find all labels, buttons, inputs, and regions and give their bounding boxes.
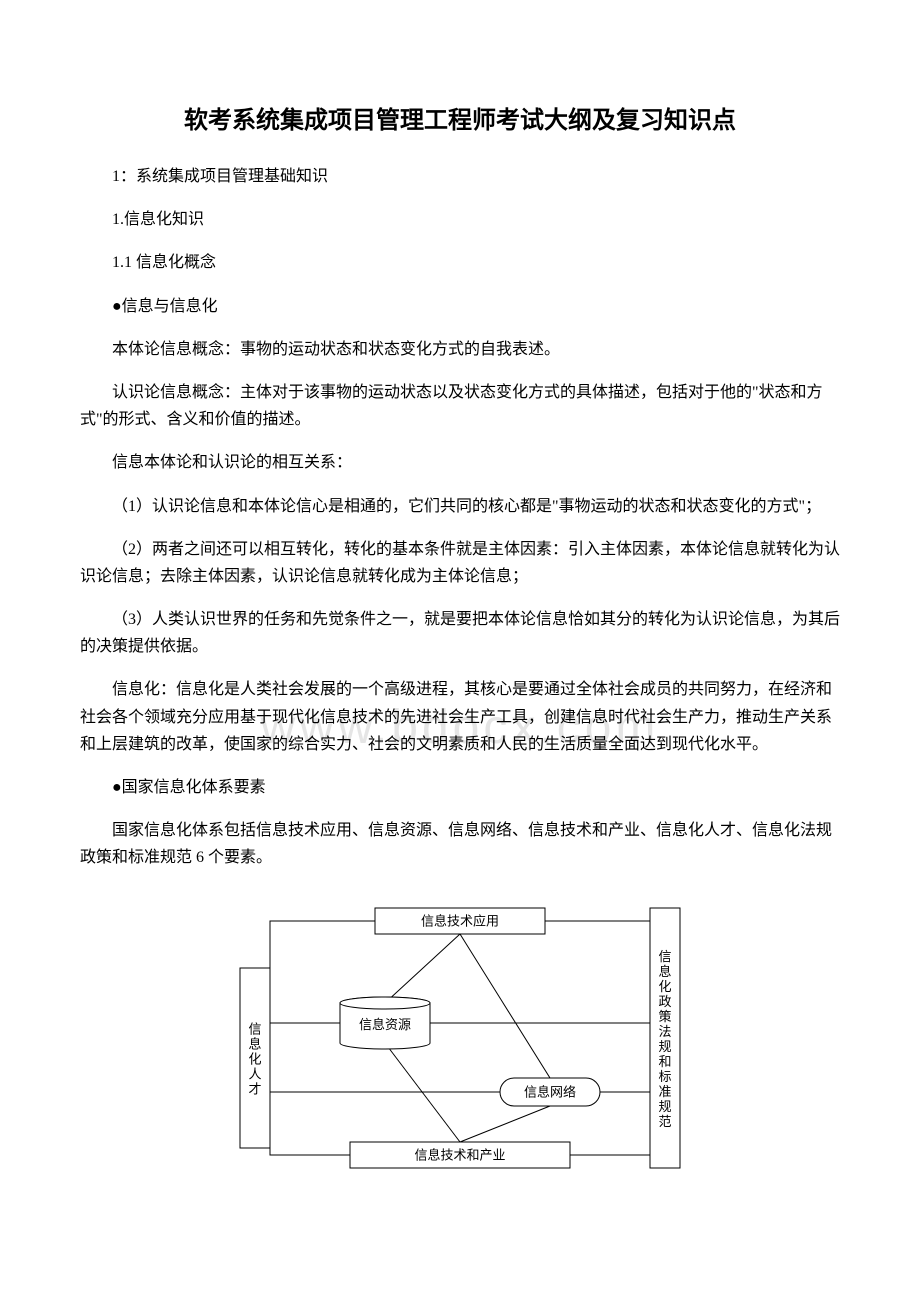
paragraph: 信息本体论和认识论的相互关系： (80, 449, 840, 476)
svg-text:范: 范 (658, 1114, 671, 1129)
paragraph: 信息化：信息化是人类社会发展的一个高级进程，其核心是要通过全体社会成员的共同努力… (80, 676, 840, 758)
svg-text:策: 策 (658, 1009, 671, 1024)
paragraph: 1.信息化知识 (80, 206, 840, 233)
paragraph: ●信息与信息化 (80, 293, 840, 320)
svg-text:规: 规 (658, 1039, 671, 1054)
paragraph: ●国家信息化体系要素 (80, 774, 840, 801)
svg-text:才: 才 (248, 1081, 261, 1096)
svg-text:信息技术和产业: 信息技术和产业 (414, 1147, 505, 1162)
svg-text:息: 息 (248, 1036, 261, 1051)
paragraph: 认识论信息概念：主体对于该事物的运动状态以及状态变化方式的具体描述，包括对于他的… (80, 379, 840, 433)
diagram-container: 信息化人才信息化政策法规和标准规范信息技术应用信息资源信息网络信息技术和产业 (80, 888, 840, 1188)
svg-text:标: 标 (658, 1069, 671, 1084)
page-title: 软考系统集成项目管理工程师考试大纲及复习知识点 (80, 100, 840, 135)
svg-text:政: 政 (658, 994, 671, 1009)
svg-text:信息网络: 信息网络 (524, 1084, 576, 1099)
svg-text:息: 息 (658, 964, 671, 979)
paragraph: 本体论信息概念：事物的运动状态和状态变化方式的自我表述。 (80, 336, 840, 363)
svg-text:信息资源: 信息资源 (359, 1017, 411, 1032)
svg-text:化: 化 (248, 1051, 261, 1066)
paragraph: 国家信息化体系包括信息技术应用、信息资源、信息网络、信息技术和产业、信息化人才、… (80, 817, 840, 871)
svg-text:人: 人 (248, 1066, 261, 1081)
svg-text:化: 化 (658, 979, 671, 994)
svg-text:信: 信 (658, 949, 671, 964)
paragraph: （1）认识论信息和本体论信心是相通的，它们共同的核心都是"事物运动的状态和状态变… (80, 493, 840, 520)
svg-text:和: 和 (658, 1054, 671, 1069)
svg-text:法: 法 (658, 1024, 671, 1039)
paragraph: 1.1 信息化概念 (80, 249, 840, 276)
paragraph: （2）两者之间还可以相互转化，转化的基本条件就是主体因素：引入主体因素，本体论信… (80, 536, 840, 590)
svg-text:信: 信 (248, 1021, 261, 1036)
paragraph: 1：系统集成项目管理基础知识 (80, 163, 840, 190)
svg-text:规: 规 (658, 1099, 671, 1114)
informatization-diagram: 信息化人才信息化政策法规和标准规范信息技术应用信息资源信息网络信息技术和产业 (220, 888, 700, 1188)
svg-text:信息技术应用: 信息技术应用 (421, 913, 499, 928)
svg-text:准: 准 (658, 1084, 671, 1099)
paragraph: （3）人类认识世界的任务和先觉条件之一，就是要把本体论信息恰如其分的转化为认识论… (80, 606, 840, 660)
